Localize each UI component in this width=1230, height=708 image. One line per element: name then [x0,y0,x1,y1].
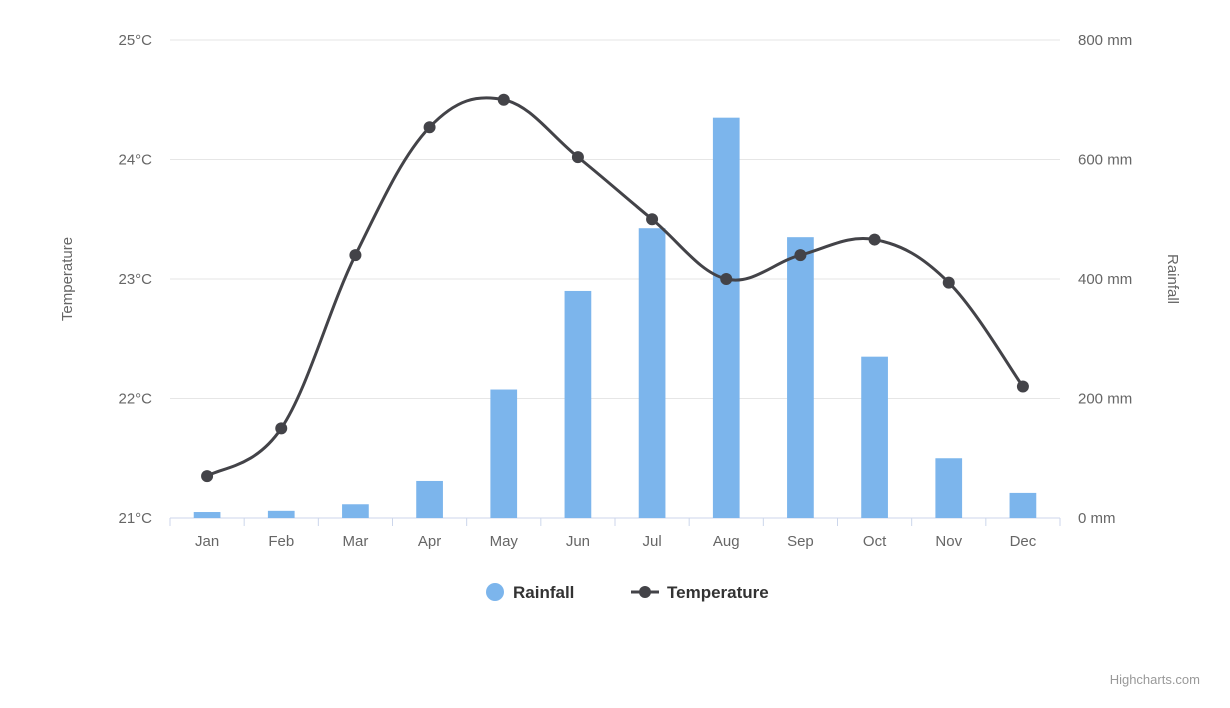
rainfall-bar[interactable] [342,504,369,518]
rainfall-bar[interactable] [194,512,221,518]
temperature-marker[interactable] [572,151,584,163]
x-tick-label: Mar [342,533,368,550]
temperature-marker[interactable] [424,121,436,133]
rainfall-bar[interactable] [787,237,814,518]
temperature-marker[interactable] [943,277,955,289]
y-right-tick-label: 200 mm [1078,391,1132,408]
x-tick-label: Apr [418,533,441,550]
credits-link[interactable]: Highcharts.com [1110,672,1200,687]
y-left-tick-label: 25°C [118,32,152,49]
x-tick-label: Jun [566,533,590,550]
rainfall-bar[interactable] [713,118,740,518]
rainfall-bar[interactable] [639,228,666,518]
temperature-marker[interactable] [720,273,732,285]
legend-temperature-label[interactable]: Temperature [667,583,769,602]
y-right-title: Rainfall [1164,254,1181,304]
temperature-marker[interactable] [869,234,881,246]
y-right-tick-label: 800 mm [1078,32,1132,49]
temperature-marker[interactable] [201,470,213,482]
rainfall-bar[interactable] [268,511,295,518]
rainfall-bar[interactable] [935,458,962,518]
x-tick-label: Nov [935,533,962,550]
y-left-tick-label: 21°C [118,510,152,527]
x-tick-label: Feb [268,533,294,550]
temperature-marker[interactable] [275,422,287,434]
y-right-tick-label: 0 mm [1078,510,1116,527]
x-tick-label: Dec [1010,533,1037,550]
chart-svg: 21°C 0 mm 22°C 200 mm 23°C 400 mm 24°C 600 mm 25… [0,0,1230,708]
legend-rainfall-icon [486,583,504,601]
temperature-marker[interactable] [498,94,510,106]
x-tick-label: Jul [642,533,661,550]
climate-chart: 21°C 0 mm 22°C 200 mm 23°C 400 mm 24°C 600 mm 25… [0,0,1230,708]
y-left-title: Temperature [59,237,76,321]
x-tick-label: Sep [787,533,814,550]
legend-temperature-dot-icon [639,586,651,598]
rainfall-bar[interactable] [861,357,888,518]
rainfall-bar[interactable] [1010,493,1037,518]
rainfall-bar[interactable] [565,291,592,518]
temperature-marker[interactable] [1017,381,1029,393]
temperature-line[interactable] [207,98,1023,476]
legend-rainfall-label[interactable]: Rainfall [513,583,574,602]
temperature-marker[interactable] [646,213,658,225]
rainfall-bar[interactable] [416,481,443,518]
x-tick-label: May [490,533,519,550]
x-tick-label: Jan [195,533,219,550]
y-right-tick-label: 400 mm [1078,271,1132,288]
x-tick-label: Aug [713,533,740,550]
temperature-marker[interactable] [794,249,806,261]
y-left-tick-label: 23°C [118,271,152,288]
y-left-tick-label: 24°C [118,152,152,169]
y-right-tick-label: 600 mm [1078,152,1132,169]
y-left-tick-label: 22°C [118,391,152,408]
rainfall-bar[interactable] [490,390,517,518]
x-tick-label: Oct [863,533,887,550]
temperature-marker[interactable] [349,249,361,261]
